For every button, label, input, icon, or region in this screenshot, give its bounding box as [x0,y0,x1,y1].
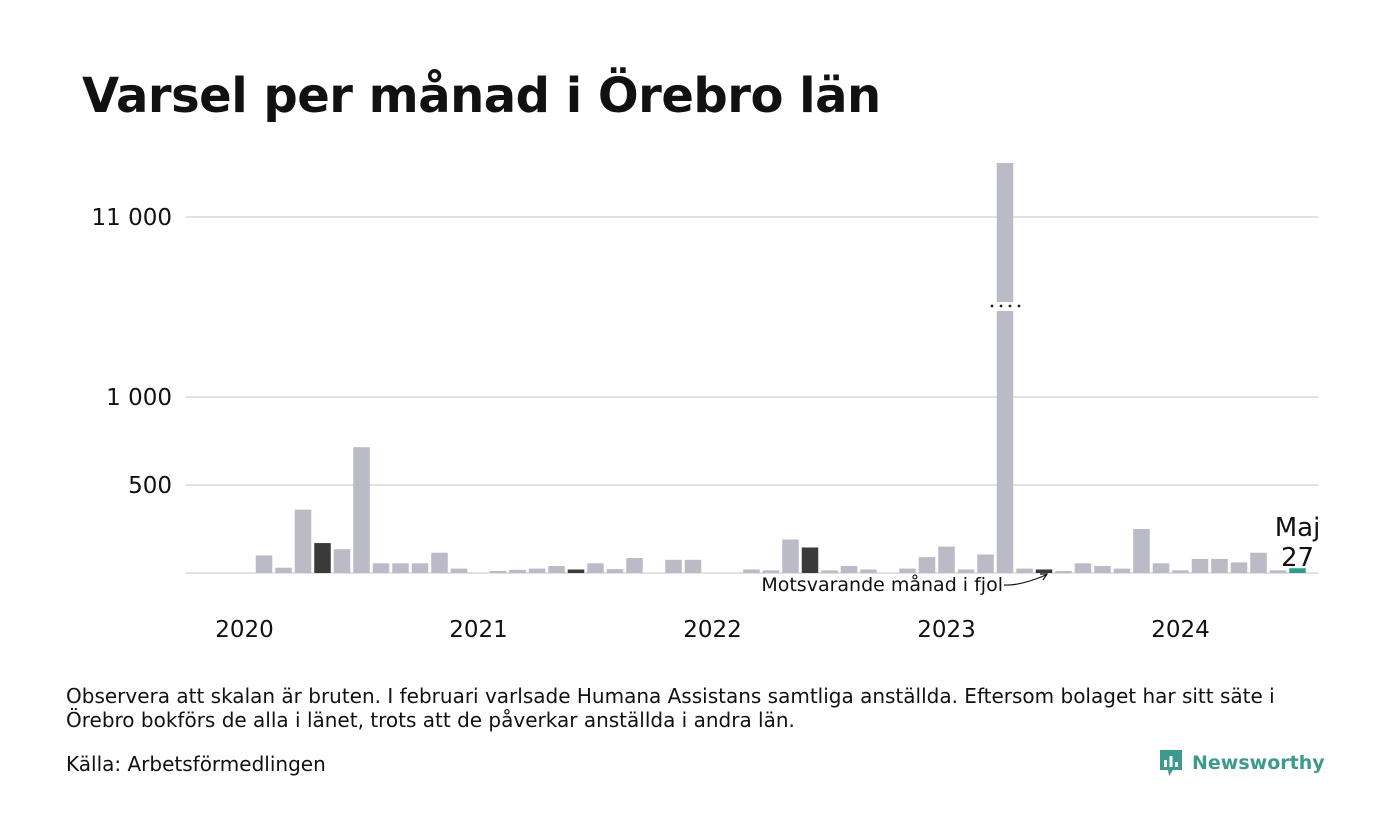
chart-note: Observera att skalan är bruten. I februa… [66,684,1275,732]
bar [1016,568,1033,573]
bar [1055,571,1072,573]
newsworthy-brand: Newsworthy [1158,748,1325,778]
bar [1211,558,1228,573]
x-tick-label: 2023 [917,617,976,643]
bar [684,559,702,573]
bar [743,569,760,573]
bar [587,563,604,573]
bar [957,569,975,573]
x-axis: 2020 2021 2022 2023 2024 [215,617,1210,643]
bar [450,568,468,573]
bar [1172,570,1189,573]
bar [606,569,624,573]
annotation-arrowhead [1040,573,1049,581]
bar [255,555,273,573]
x-tick-label: 2020 [215,617,274,643]
newsworthy-logo-icon [1160,750,1182,776]
bars [255,163,1306,573]
annotation-arrow [1003,574,1047,586]
bar [899,568,916,573]
bar [1035,569,1053,573]
bar [1094,565,1111,573]
brand-name: Newsworthy [1192,752,1325,774]
bar [353,447,370,573]
bar [431,552,448,573]
bar [333,549,351,573]
x-tick-label: 2021 [449,617,508,643]
bar [938,546,955,573]
scale-break-markers [990,304,1021,308]
bar [801,547,819,573]
break-dot [999,304,1003,308]
bar [392,563,409,573]
bar [840,565,858,573]
bar [294,509,312,573]
bar [1269,570,1287,573]
current-value-label: 27 [1281,543,1314,573]
bar [1250,552,1267,573]
bar [372,563,390,573]
bar [509,569,526,573]
source-text: Källa: Arbetsförmedlingen [66,752,326,776]
y-tick-label: 11 000 [92,205,172,231]
y-tick-label: 1 000 [106,385,172,411]
bar [762,570,780,573]
bar [665,559,682,573]
bar [1133,529,1150,573]
bar [918,557,936,573]
bar [782,539,799,573]
bar [528,568,546,573]
bar [977,554,994,573]
bar [1230,562,1248,573]
break-dot [1017,304,1021,308]
same-month-annotation: Motsvarande månad i fjol [761,573,1003,596]
current-month-label: Maj [1275,513,1321,543]
bar [567,569,585,573]
bar [996,311,1014,573]
x-tick-label: 2024 [1151,617,1210,643]
bar [489,570,507,573]
chart-title: Varsel per månad i Örebro län [82,68,881,124]
bar [1074,563,1092,573]
bar [411,563,429,573]
y-axis: 500 1 000 11 000 [92,205,172,499]
bar [1152,563,1170,573]
bar [860,569,877,573]
break-dot [1008,304,1012,308]
break-dot [990,304,994,308]
bar [1113,568,1131,573]
bar [821,570,838,573]
bar [626,558,643,573]
bar [996,163,1014,302]
bar [275,567,292,573]
x-tick-label: 2022 [683,617,742,643]
bar [1191,558,1209,573]
y-tick-label: 500 [128,473,172,499]
bar [548,565,565,573]
bar [1289,568,1306,573]
bar [314,543,331,573]
